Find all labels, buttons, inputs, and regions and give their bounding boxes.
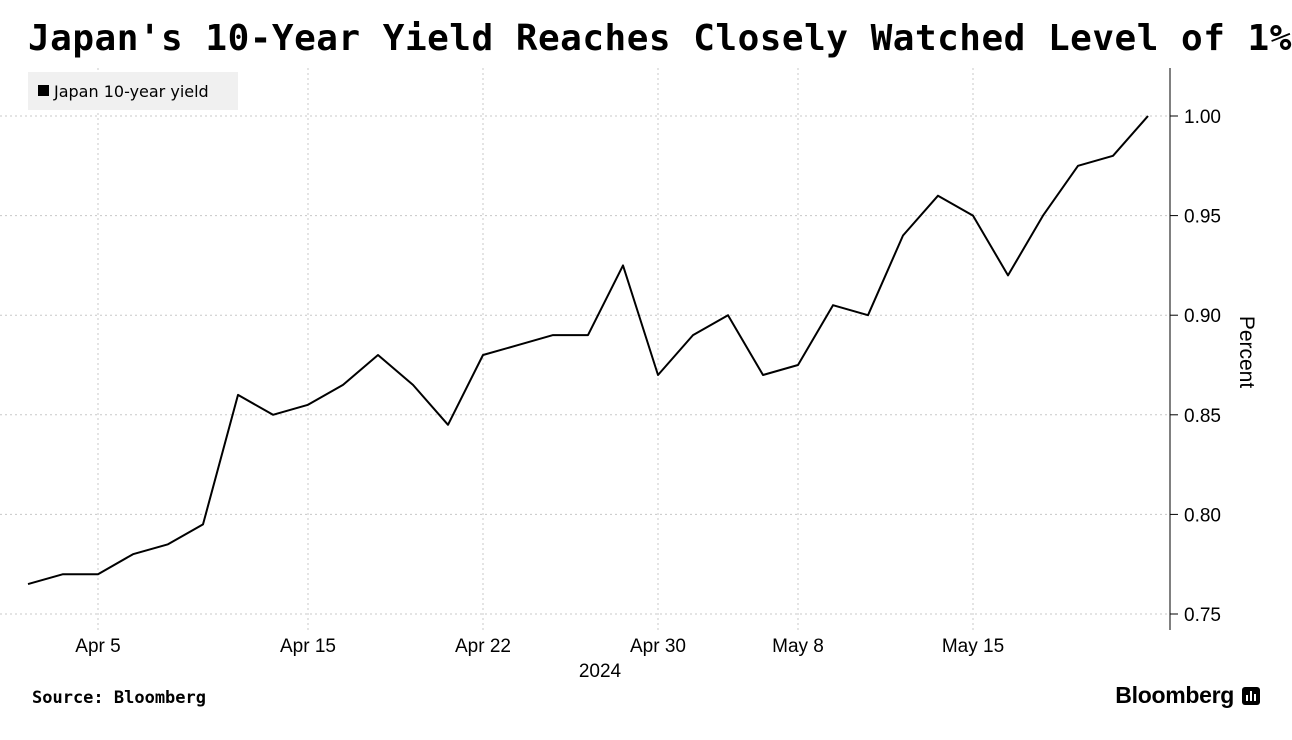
legend-box	[28, 72, 238, 110]
data-point	[832, 304, 834, 306]
chart-title: Japan's 10-Year Yield Reaches Closely Wa…	[28, 18, 1292, 59]
data-point	[797, 364, 799, 366]
series-line-japan-10-year-yield	[27, 115, 1149, 586]
data-point	[167, 543, 169, 545]
data-point	[972, 215, 974, 217]
data-point	[97, 573, 99, 575]
data-point	[552, 334, 554, 336]
y-axis-label: Percent	[1235, 316, 1258, 389]
data-point	[132, 553, 134, 555]
brand-logo: Bloomberg	[1115, 682, 1260, 709]
data-point	[27, 583, 29, 585]
data-point	[1007, 274, 1009, 276]
x-axis-label: 2024	[579, 661, 622, 680]
y-tick-label: 0.90	[1184, 306, 1221, 327]
x-tick-label: May 15	[942, 636, 1004, 657]
data-point	[62, 573, 64, 575]
data-point	[657, 374, 659, 376]
data-point	[377, 354, 379, 356]
y-tick-label: 0.95	[1184, 207, 1221, 228]
bar-chart-icon	[1242, 686, 1260, 705]
data-point	[937, 195, 939, 197]
data-point	[482, 354, 484, 356]
source-note: Source: Bloomberg	[32, 688, 206, 708]
data-point	[692, 334, 694, 336]
data-point	[272, 414, 274, 416]
data-point	[342, 384, 344, 386]
data-point	[902, 235, 904, 237]
x-tick-label: Apr 5	[75, 636, 120, 657]
data-point	[202, 523, 204, 525]
data-point	[867, 314, 869, 316]
data-point	[517, 344, 519, 346]
line-chart: 0.75 0.80 0.85 0.90 0.95 1.00 Apr 5 Apr 15 Apr 2…	[0, 68, 1258, 680]
data-point	[1077, 165, 1079, 167]
y-tick-label: 1.00	[1184, 107, 1221, 128]
data-point	[1147, 115, 1149, 117]
data-point	[447, 424, 449, 426]
y-tick-label: 0.80	[1184, 505, 1221, 526]
x-tick-label: Apr 15	[280, 636, 336, 657]
y-tick-label: 0.85	[1184, 406, 1221, 427]
data-point	[622, 264, 624, 266]
data-point	[1042, 215, 1044, 217]
data-point	[762, 374, 764, 376]
data-point	[1112, 155, 1114, 157]
x-tick-label: Apr 30	[630, 636, 686, 657]
x-tick-label: May 8	[772, 636, 824, 657]
data-point	[307, 404, 309, 406]
legend-swatch	[38, 85, 49, 96]
data-point	[727, 314, 729, 316]
data-point	[587, 334, 589, 336]
x-tick-label: Apr 22	[455, 636, 511, 657]
legend-label: Japan 10-year yield	[53, 82, 209, 101]
data-point	[237, 394, 239, 396]
brand-name: Bloomberg	[1115, 682, 1234, 708]
data-point	[412, 384, 414, 386]
y-tick-label: 0.75	[1184, 605, 1221, 626]
